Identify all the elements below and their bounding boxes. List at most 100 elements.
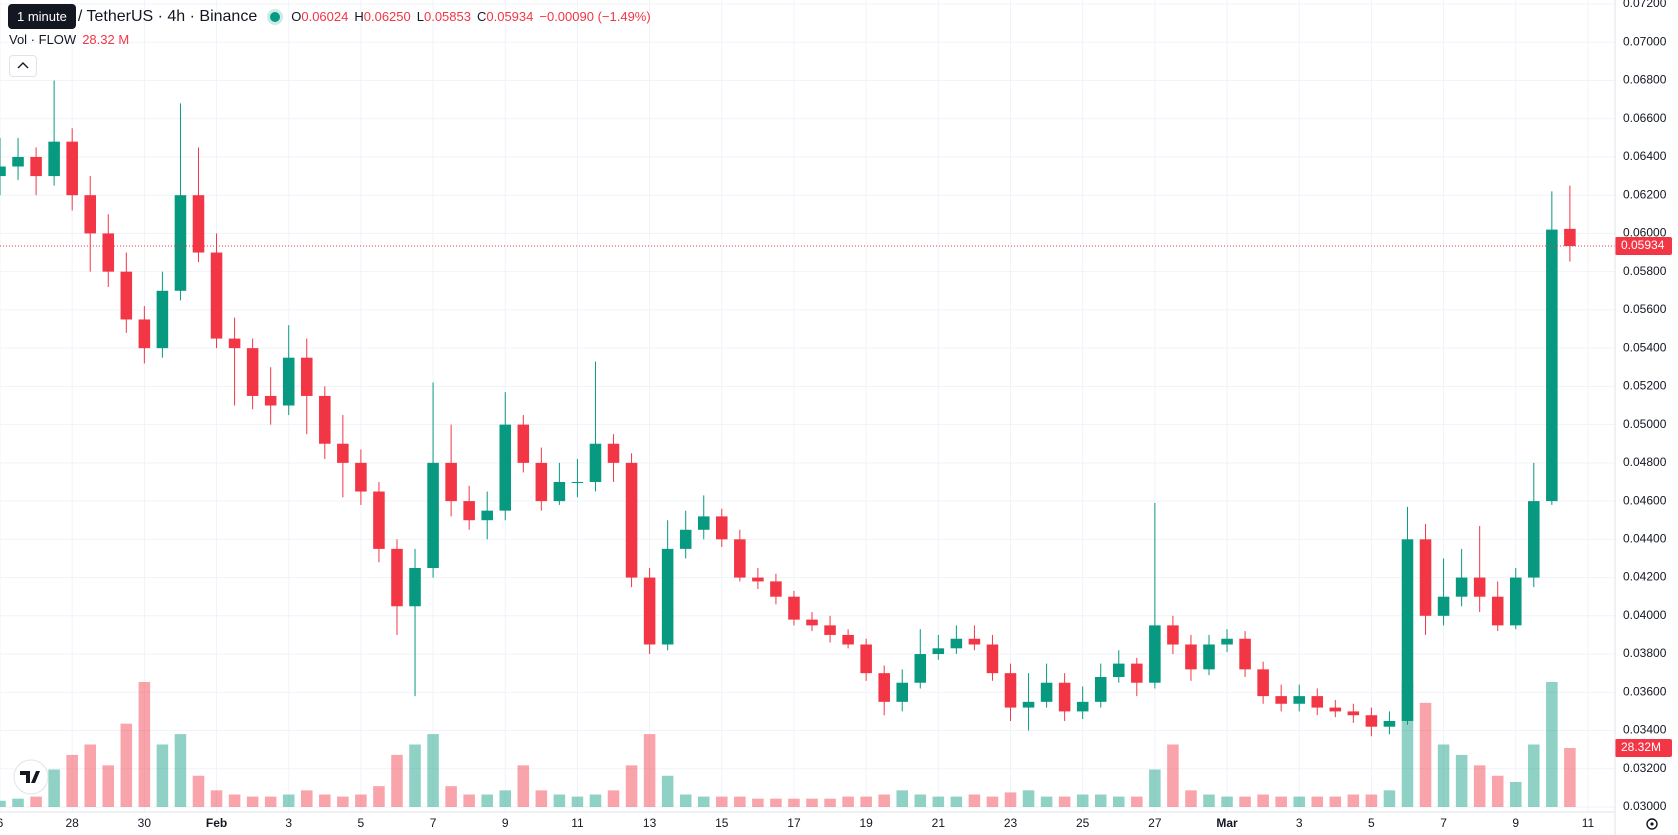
volume-bar bbox=[770, 798, 782, 807]
candle-body bbox=[950, 638, 963, 649]
volume-tag-label: 28.32M bbox=[1621, 740, 1661, 754]
ohlc-value: 0.05934 bbox=[486, 8, 534, 24]
candle-body bbox=[1004, 673, 1017, 708]
x-tick-label: Mar bbox=[1216, 816, 1238, 830]
volume-bar bbox=[1419, 702, 1432, 807]
candle-body bbox=[1419, 539, 1432, 616]
x-tick-label: 6 bbox=[0, 816, 4, 830]
candle-body bbox=[337, 443, 349, 463]
volume-bar bbox=[679, 794, 692, 807]
status-dot bbox=[267, 8, 284, 25]
tooltip: 1 minute bbox=[8, 4, 76, 29]
candle-body bbox=[409, 568, 421, 607]
settings-icon[interactable] bbox=[1646, 818, 1658, 830]
candle-body bbox=[12, 156, 24, 167]
volume-value: 28.32 M bbox=[82, 32, 130, 47]
candle-body bbox=[589, 443, 602, 482]
candle-body bbox=[986, 644, 999, 674]
candle-body bbox=[842, 634, 854, 645]
candle-body bbox=[1528, 501, 1540, 578]
volume-tag bbox=[1615, 739, 1672, 757]
candle-body bbox=[1185, 644, 1197, 670]
x-tick-label: 11 bbox=[571, 816, 584, 830]
candle-body bbox=[1546, 229, 1558, 502]
volume-bar bbox=[1022, 790, 1035, 807]
last-price-label: 0.05934 bbox=[1621, 238, 1665, 252]
ohlc-key: C bbox=[476, 8, 487, 24]
candle-body bbox=[643, 577, 656, 645]
volume-bar bbox=[1509, 782, 1522, 807]
x-tick-label: 15 bbox=[715, 816, 729, 830]
y-tick-label: 0.05600 bbox=[1623, 302, 1667, 316]
volume-bar bbox=[607, 790, 620, 807]
ohlc-key: O bbox=[291, 8, 302, 24]
volume-bar bbox=[1528, 744, 1540, 807]
x-tick-label: 28 bbox=[65, 816, 79, 830]
volume-bar bbox=[1365, 794, 1378, 807]
candle-body bbox=[932, 648, 945, 655]
candle-body bbox=[156, 290, 169, 349]
y-tick-label: 0.05000 bbox=[1623, 417, 1667, 431]
volume-bar bbox=[1239, 796, 1251, 807]
ohlc-item: H0.06250 bbox=[354, 9, 410, 24]
volume-bar bbox=[319, 794, 331, 807]
candle-body bbox=[1293, 696, 1305, 704]
y-tick-label: 0.04200 bbox=[1623, 570, 1667, 584]
volume-bar bbox=[1058, 796, 1071, 807]
volume-bar bbox=[156, 744, 169, 807]
candle-body bbox=[878, 673, 890, 702]
x-tick-label: 3 bbox=[1296, 816, 1303, 830]
y-tick-label: 0.04400 bbox=[1623, 532, 1667, 546]
volume-bar bbox=[1455, 754, 1468, 807]
candle-body bbox=[1329, 707, 1342, 712]
volume-bar bbox=[138, 682, 151, 807]
candle-body bbox=[896, 682, 909, 702]
ohlc-item: C0.05934 bbox=[477, 9, 533, 24]
volume-bar bbox=[535, 790, 548, 807]
x-tick-label: 27 bbox=[1148, 816, 1162, 830]
y-tick-label: 0.03200 bbox=[1623, 761, 1667, 775]
candle-body bbox=[860, 644, 872, 674]
candle-body bbox=[1167, 625, 1179, 645]
candle-body bbox=[138, 319, 151, 349]
volume-bar bbox=[589, 794, 602, 807]
y-tick-label: 0.05800 bbox=[1623, 264, 1667, 278]
candle-body bbox=[300, 357, 313, 396]
volume-bar bbox=[84, 744, 96, 807]
volume-bar bbox=[734, 796, 746, 807]
volume-bar bbox=[1275, 796, 1287, 807]
candle-body bbox=[246, 348, 259, 396]
y-tick-label: 0.06200 bbox=[1623, 187, 1667, 201]
volume-bar bbox=[409, 744, 421, 807]
x-tick-label: 7 bbox=[1440, 816, 1447, 830]
volume-bar bbox=[571, 796, 584, 807]
volume-bar bbox=[697, 796, 710, 807]
candle-body bbox=[66, 141, 78, 196]
x-tick-label: 11 bbox=[1582, 816, 1595, 830]
y-tick-label: 0.06600 bbox=[1623, 111, 1667, 125]
ohlc-item: L0.05853 bbox=[417, 9, 471, 24]
y-tick-label: 0.04600 bbox=[1623, 493, 1667, 507]
symbol[interactable]: / TetherUS · 4h · Binance bbox=[77, 7, 258, 25]
volume-bar bbox=[246, 796, 259, 807]
candle-body bbox=[84, 195, 96, 234]
y-tick-label: 0.06000 bbox=[1623, 226, 1667, 240]
candle-body bbox=[192, 195, 205, 253]
volume-bar bbox=[878, 794, 890, 807]
volume-bar bbox=[842, 796, 854, 807]
volume-bar bbox=[661, 775, 674, 807]
collapse-button[interactable] bbox=[9, 55, 37, 77]
volume-bar bbox=[12, 798, 24, 807]
candle-body bbox=[553, 481, 566, 502]
candle-body bbox=[607, 443, 620, 463]
x-tick-label: 23 bbox=[1004, 816, 1018, 830]
candle-body bbox=[1203, 644, 1215, 670]
volume-bar bbox=[1131, 796, 1143, 807]
volume-bar bbox=[517, 765, 530, 807]
volume-bar bbox=[932, 796, 945, 807]
volume-bar bbox=[30, 796, 42, 807]
candle-body bbox=[1112, 663, 1125, 677]
x-tick-label: 19 bbox=[859, 816, 873, 830]
candle-body bbox=[1221, 638, 1233, 645]
candle-body bbox=[174, 195, 187, 291]
